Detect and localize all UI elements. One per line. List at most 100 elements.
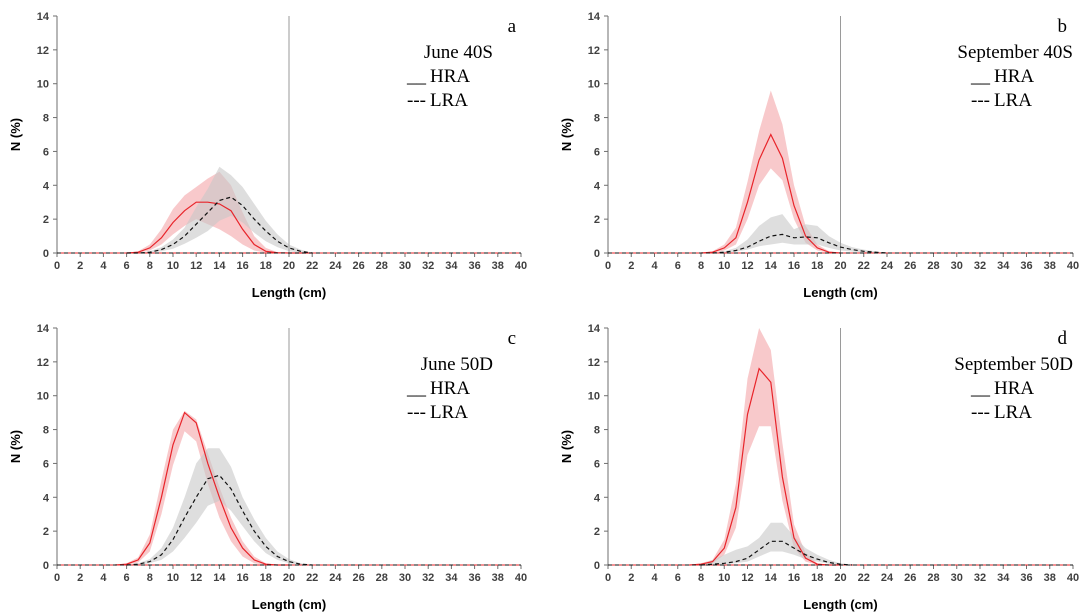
- y-tick-label: 8: [43, 113, 49, 125]
- x-tick-label: 6: [124, 260, 130, 272]
- series-line-lra: [126, 196, 313, 254]
- x-tick-label: 2: [628, 260, 634, 272]
- x-tick-label: 12: [741, 260, 753, 272]
- y-tick-label: 10: [37, 79, 49, 91]
- x-axis-label: Length (cm): [803, 285, 877, 300]
- y-tick-label: 0: [43, 560, 49, 572]
- x-tick-label: 28: [927, 572, 939, 584]
- legend-marker-hra: __: [406, 66, 427, 87]
- y-tick-label: 10: [588, 79, 600, 91]
- y-tick-label: 6: [594, 146, 600, 158]
- x-tick-label: 36: [468, 572, 480, 584]
- y-tick-label: 12: [37, 357, 49, 369]
- series-line-hra: [700, 133, 841, 254]
- x-tick-label: 28: [376, 260, 388, 272]
- x-axis-label: Length (cm): [252, 285, 326, 300]
- x-tick-label: 14: [765, 260, 778, 272]
- x-tick-label: 40: [515, 260, 527, 272]
- x-tick-label: 36: [1020, 572, 1032, 584]
- x-tick-label: 24: [881, 260, 894, 272]
- y-tick-label: 4: [43, 180, 50, 192]
- y-tick-label: 8: [594, 113, 600, 125]
- x-tick-label: 40: [1067, 572, 1079, 584]
- x-tick-label: 32: [422, 260, 434, 272]
- y-tick-label: 12: [588, 357, 600, 369]
- legend-label-hra: HRA: [994, 378, 1034, 399]
- panel-title: September 40S: [957, 42, 1073, 63]
- y-axis-label: N (%): [559, 430, 574, 463]
- panel-title: September 50D: [954, 354, 1073, 375]
- x-tick-label: 12: [741, 572, 753, 584]
- panel-title: June 50D: [421, 354, 493, 375]
- y-tick-label: 8: [594, 425, 600, 437]
- y-tick-label: 4: [43, 492, 50, 504]
- y-tick-label: 12: [37, 45, 49, 57]
- panel-label: c: [508, 328, 516, 349]
- y-axis-label: N (%): [8, 118, 23, 151]
- y-tick-label: 8: [43, 425, 49, 437]
- x-tick-label: 34: [997, 260, 1010, 272]
- x-tick-label: 30: [951, 260, 963, 272]
- legend-marker-hra: __: [406, 378, 427, 399]
- x-tick-label: 4: [651, 260, 658, 272]
- y-axis-label: N (%): [559, 118, 574, 151]
- legend-label-lra: LRA: [994, 90, 1032, 111]
- x-tick-label: 26: [904, 260, 916, 272]
- y-tick-label: 14: [588, 11, 601, 23]
- y-tick-label: 6: [43, 146, 49, 158]
- band-lra: [126, 166, 313, 253]
- x-tick-label: 8: [147, 260, 153, 272]
- x-tick-label: 2: [77, 260, 83, 272]
- x-axis-label: Length (cm): [252, 597, 326, 612]
- y-tick-label: 2: [594, 214, 600, 226]
- x-tick-label: 8: [698, 572, 704, 584]
- x-tick-label: 18: [260, 572, 272, 584]
- x-tick-label: 18: [811, 260, 823, 272]
- y-tick-label: 10: [588, 391, 600, 403]
- x-tick-label: 22: [306, 572, 318, 584]
- series-line-hra: [689, 367, 841, 566]
- x-tick-label: 28: [927, 260, 939, 272]
- legend-marker-hra: __: [970, 378, 991, 399]
- x-tick-label: 4: [651, 572, 658, 584]
- legend-marker-hra: __: [970, 66, 991, 87]
- x-tick-label: 14: [213, 260, 226, 272]
- x-tick-label: 0: [605, 260, 611, 272]
- x-tick-label: 6: [124, 572, 130, 584]
- legend-label-lra: LRA: [430, 402, 468, 423]
- x-tick-label: 34: [445, 572, 458, 584]
- y-tick-label: 4: [594, 492, 601, 504]
- x-tick-label: 34: [445, 260, 458, 272]
- x-tick-label: 0: [605, 572, 611, 584]
- x-tick-label: 26: [904, 572, 916, 584]
- panel-label: d: [1058, 328, 1068, 349]
- x-tick-label: 10: [167, 260, 179, 272]
- series-line-hra: [114, 411, 289, 566]
- legend-marker-lra: ---: [971, 90, 990, 111]
- y-tick-label: 2: [43, 214, 49, 226]
- band-hra: [689, 328, 841, 565]
- x-tick-label: 16: [788, 260, 800, 272]
- x-tick-label: 38: [1044, 260, 1056, 272]
- x-tick-label: 10: [718, 260, 730, 272]
- x-tick-label: 34: [997, 572, 1010, 584]
- x-tick-label: 16: [236, 260, 248, 272]
- x-tick-label: 20: [834, 260, 846, 272]
- x-tick-label: 40: [1067, 260, 1079, 272]
- x-tick-label: 12: [190, 572, 202, 584]
- panel-title: June 40S: [424, 42, 493, 63]
- x-tick-label: 14: [765, 572, 778, 584]
- x-tick-label: 40: [515, 572, 527, 584]
- x-tick-label: 4: [100, 572, 107, 584]
- x-tick-label: 26: [352, 572, 364, 584]
- x-tick-label: 2: [77, 572, 83, 584]
- x-tick-label: 20: [283, 572, 295, 584]
- x-tick-label: 38: [492, 260, 504, 272]
- y-tick-label: 6: [594, 458, 600, 470]
- series-line-lra: [700, 540, 853, 566]
- x-tick-label: 30: [951, 572, 963, 584]
- x-tick-label: 20: [283, 260, 295, 272]
- legend-marker-lra: ---: [407, 402, 426, 423]
- x-tick-label: 10: [167, 572, 179, 584]
